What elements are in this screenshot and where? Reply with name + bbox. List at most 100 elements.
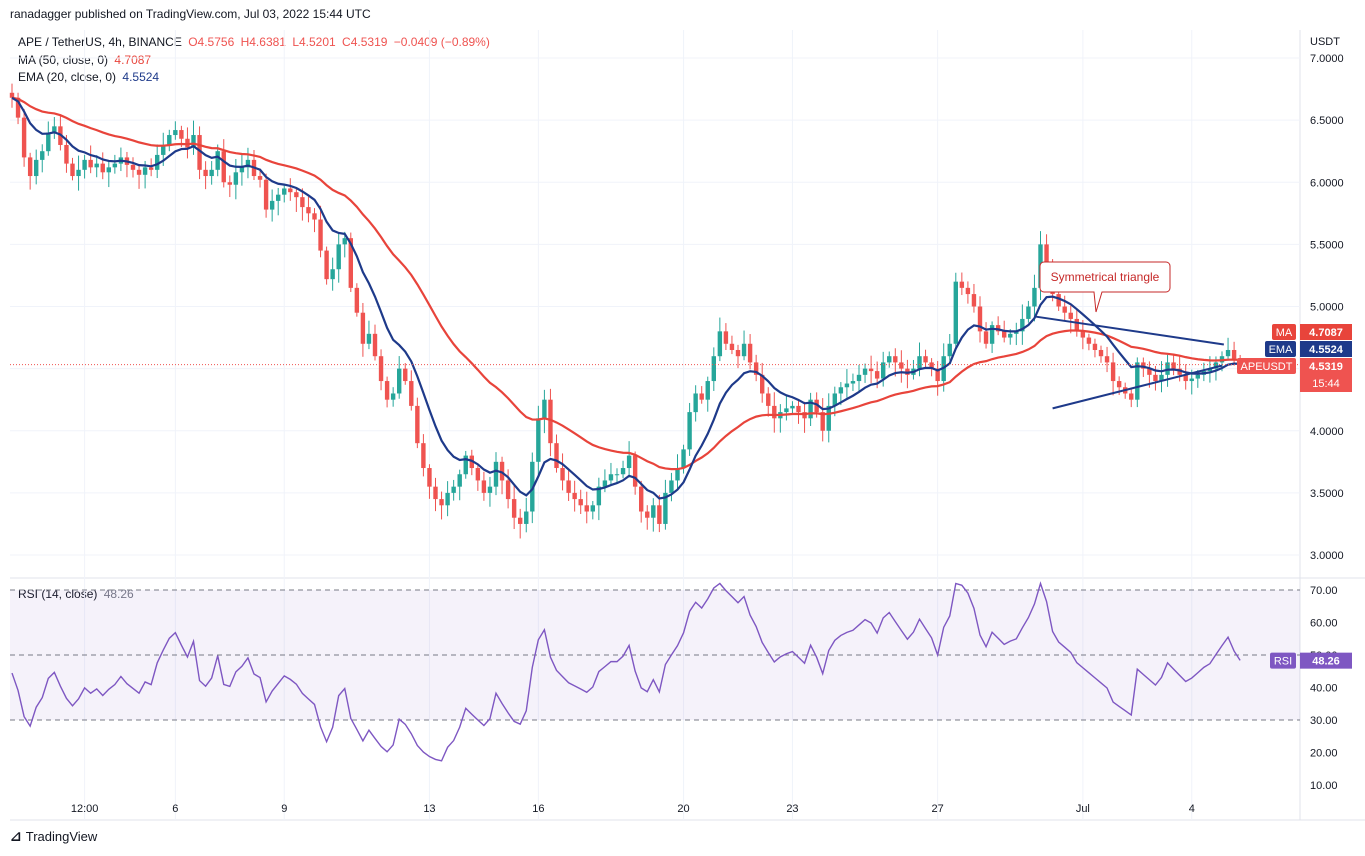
time-tick-label: 12:00 [71,803,99,815]
candle-body [705,381,710,400]
time-tick-label: 9 [281,803,287,815]
candle-body [239,167,245,173]
ohlc-close: C4.5319 [342,35,388,49]
candle-body [971,294,977,307]
candle-body [796,405,801,413]
price-tag-value: 4.5319 [1309,361,1343,373]
candle-body [923,356,928,363]
candle-body [899,362,904,369]
candle-body [288,188,293,193]
candle-body [850,381,856,384]
candle-body [639,486,644,512]
time-tick-label: 16 [532,803,544,815]
time-tick-label: 13 [423,803,435,815]
candle-body [1068,312,1073,319]
candle-body [590,505,595,512]
candle-body [215,151,220,170]
candle-body [421,443,426,469]
ohlc-change: −0.0409 (−0.89%) [393,35,490,49]
rsi-tag-value-box [1300,652,1352,669]
rsi-tick-label: 20.00 [1310,748,1338,760]
ema-legend-value: 4.5524 [122,70,160,84]
tradingview-mark-icon: ⊿ [10,828,22,844]
candle-body [741,343,747,357]
rsi-tick-label: 30.00 [1310,715,1338,727]
price-tag-label-box [1272,324,1296,340]
candle-body [1086,337,1092,344]
candle-body [360,312,366,344]
candle-body [657,505,662,524]
ma-legend-value: 4.7087 [114,53,152,67]
ema-legend[interactable]: EMA (20, close, 0) 4.5524 [18,70,159,84]
candle-body [1092,343,1098,350]
candle-body [887,356,892,363]
candle-body [324,250,329,280]
annotation-label: Symmetrical triangle [1051,270,1160,284]
candle-body [1074,318,1079,332]
candle-body [578,499,583,506]
candle-body [481,480,487,493]
triangle-upper-trendline [1034,315,1224,346]
candle-body [136,169,142,175]
candle-body [397,368,402,394]
candle-body [88,159,93,168]
candle-body [917,356,922,369]
publisher-line: ranadagger published on TradingView.com,… [10,7,371,21]
candle-body [645,511,650,518]
tradingview-logo[interactable]: ⊿ TradingView [10,828,97,845]
ma-legend[interactable]: MA (50, close, 0) 4.7087 [18,53,151,67]
candle-body [554,443,559,469]
rsi-tag-value: 48.26 [1312,656,1340,668]
candle-body [282,188,287,195]
candle-body [100,163,105,173]
candle-body [312,213,317,220]
candle-body [1213,362,1219,369]
price-tick-label: 4.0000 [1310,426,1344,438]
ohlc-high: H4.6381 [240,35,286,49]
candle-body [1177,368,1182,375]
candle-body [862,368,868,375]
symbol-name[interactable]: APE / TetherUS, 4h, BINANCE [18,35,182,49]
candle-body [82,159,87,170]
candle-body [354,287,360,313]
candle-body [330,269,335,280]
candle-body [1056,294,1061,307]
candle-body [233,172,239,185]
price-tick-label: 3.5000 [1310,488,1344,500]
rsi-tick-label: 10.00 [1310,780,1338,792]
candle-body [197,135,202,170]
candle-body [106,167,111,173]
candle-body [838,387,844,394]
rsi-tag-label: RSI [1274,656,1292,668]
candle-body [439,499,444,506]
ma50-line [11,96,1241,471]
candle-body [675,468,680,481]
candle-body [487,486,493,493]
candle-body [614,474,620,476]
candle-body [348,238,353,288]
price-tick-label: 5.0000 [1310,302,1344,314]
candle-body [1147,368,1152,375]
annotation-callout [1039,261,1171,313]
candle-body [1153,374,1158,382]
candle-body [977,306,983,332]
candle-body [427,468,432,487]
price-tick-label: 6.5000 [1310,115,1344,127]
ema20-line [11,96,1241,500]
candle-body [959,281,965,288]
time-tick-label: 4 [1189,803,1195,815]
candle-body [929,362,934,369]
candle-body [542,399,547,419]
candle-body [766,393,771,406]
candle-body [632,455,638,487]
candle-body [463,455,468,475]
candle-body [790,405,795,409]
price-tick-label: 5.5000 [1310,239,1344,251]
candle-body [868,368,874,372]
price-tag-countdown: 15:44 [1312,378,1340,390]
candle-body [572,492,577,500]
candle-body [1020,318,1025,332]
candle-body [530,461,535,512]
tradingview-brand: TradingView [25,829,98,844]
